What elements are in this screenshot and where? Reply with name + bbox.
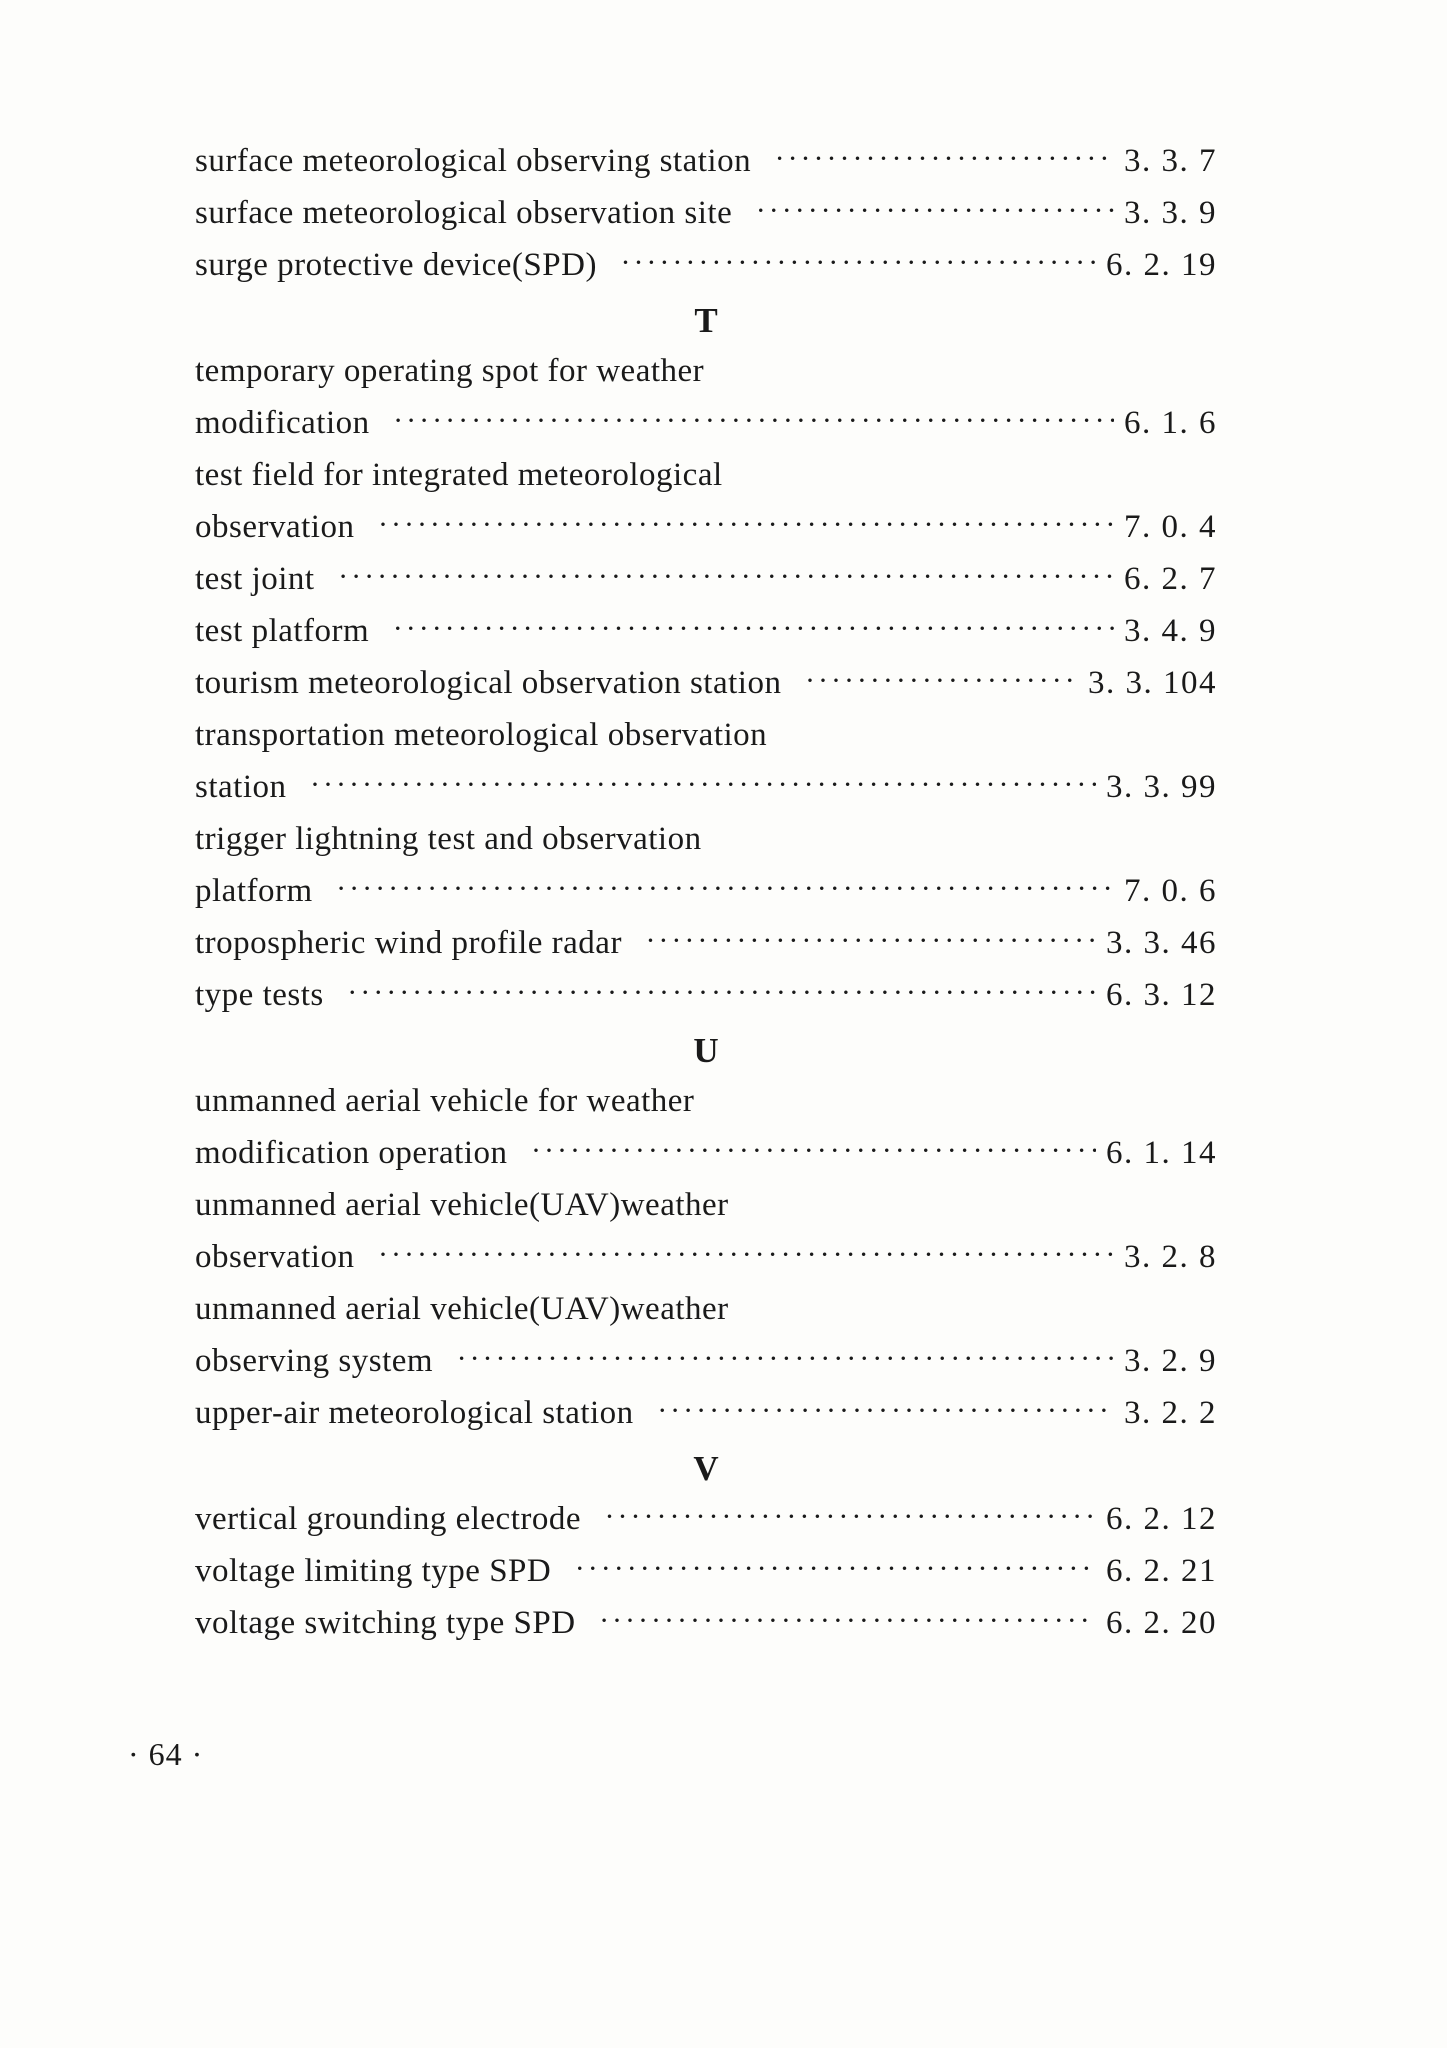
leader-dots: ········································… [639,926,1096,956]
index-ref: 3. 2. 2 [1114,1397,1217,1430]
index-entry: voltage switching type SPD ·············… [195,1607,1217,1640]
index-ref: 3. 2. 8 [1114,1241,1217,1274]
leader-dots: ········································… [614,248,1096,278]
index-entry: surge protective device(SPD) ···········… [195,249,1217,282]
index-term: type tests [195,979,341,1012]
page: surface meteorological observing station… [0,0,1447,2048]
index-term: surge protective device(SPD) [195,249,614,282]
index-term: surface meteorological observation site [195,197,750,230]
index-entry-line1: temporary operating spot for weather [195,355,1217,388]
index-term-cont: observing system [195,1345,451,1378]
index-entry-line1: unmanned aerial vehicle(UAV)weather [195,1293,1217,1326]
index-ref: 7. 0. 4 [1114,511,1217,544]
index-term: surface meteorological observing station [195,145,769,178]
index-entry-line2: observation ····························… [195,511,1217,544]
index-ref: 7. 0. 6 [1114,875,1217,908]
index-ref: 3. 3. 46 [1096,927,1217,960]
index-term: tropospheric wind profile radar [195,927,639,960]
index-term: unmanned aerial vehicle(UAV)weather [195,1187,729,1223]
index-entry-line2: observation ····························… [195,1241,1217,1274]
index-ref: 6. 2. 20 [1096,1607,1217,1640]
page-number: · 64 · [128,1736,203,1773]
leader-dots: ········································… [372,1240,1114,1270]
index-term: upper-air meteorological station [195,1397,651,1430]
index-term: test platform [195,615,387,648]
index-entry: test joint ·····························… [195,563,1217,596]
leader-dots: ········································… [599,1502,1097,1532]
index-ref: 3. 3. 104 [1078,667,1217,700]
index-ref: 6. 1. 14 [1096,1137,1217,1170]
index-ref: 3. 3. 7 [1114,145,1217,178]
section-letter: U [195,1031,1217,1071]
index-term-cont: modification [195,407,387,440]
index-ref: 3. 2. 9 [1114,1345,1217,1378]
leader-dots: ········································… [651,1396,1114,1426]
index-ref: 3. 3. 99 [1096,771,1217,804]
index-entry-line1: unmanned aerial vehicle(UAV)weather [195,1189,1217,1222]
leader-dots: ········································… [341,978,1096,1008]
leader-dots: ········································… [304,770,1096,800]
index-ref: 3. 3. 9 [1114,197,1217,230]
index-entry: upper-air meteorological station ·······… [195,1397,1217,1430]
leader-dots: ········································… [387,614,1115,644]
index-term-cont: station [195,771,304,804]
index-entry: voltage limiting type SPD ··············… [195,1555,1217,1588]
index-ref: 3. 4. 9 [1114,615,1217,648]
index-entry-line2: modification ···························… [195,407,1217,440]
leader-dots: ········································… [750,196,1115,226]
index-ref: 6. 1. 6 [1114,407,1217,440]
leader-dots: ········································… [451,1344,1115,1374]
index-entry-line1: unmanned aerial vehicle for weather [195,1085,1217,1118]
index-entry-line2: station ································… [195,771,1217,804]
leader-dots: ········································… [769,144,1115,174]
index-ref: 6. 2. 7 [1114,563,1217,596]
index-ref: 6. 3. 12 [1096,979,1217,1012]
index-term: vertical grounding electrode [195,1503,599,1536]
index-term-cont: platform [195,875,330,908]
leader-dots: ········································… [525,1136,1096,1166]
leader-dots: ········································… [799,666,1078,696]
index-entry-line2: platform ·······························… [195,875,1217,908]
section-letter: V [195,1449,1217,1489]
index-term-cont: observation [195,511,372,544]
section-letter: T [195,301,1217,341]
index-content: surface meteorological observing station… [195,145,1217,1659]
index-term: test field for integrated meteorological [195,457,723,493]
index-entry-line2: observing system ·······················… [195,1345,1217,1378]
index-entry: tropospheric wind profile radar ········… [195,927,1217,960]
leader-dots: ········································… [569,1554,1097,1584]
leader-dots: ········································… [372,510,1114,540]
index-entry: type tests ·····························… [195,979,1217,1012]
leader-dots: ········································… [330,874,1114,904]
index-term-cont: modification operation [195,1137,525,1170]
index-entry: tourism meteorological observation stati… [195,667,1217,700]
index-term: temporary operating spot for weather [195,353,704,389]
index-term: voltage switching type SPD [195,1607,593,1640]
leader-dots: ········································… [387,406,1114,436]
index-entry-line1: trigger lightning test and observation [195,823,1217,856]
index-entry: surface meteorological observing station… [195,145,1217,178]
index-entry: vertical grounding electrode ···········… [195,1503,1217,1536]
index-ref: 6. 2. 19 [1096,249,1217,282]
index-term: voltage limiting type SPD [195,1555,569,1588]
index-entry-line2: modification operation ·················… [195,1137,1217,1170]
index-term: unmanned aerial vehicle(UAV)weather [195,1291,729,1327]
index-term: tourism meteorological observation stati… [195,667,799,700]
index-term: test joint [195,563,332,596]
index-entry: test platform ··························… [195,615,1217,648]
index-ref: 6. 2. 21 [1096,1555,1217,1588]
index-entry: surface meteorological observation site … [195,197,1217,230]
index-term: transportation meteorological observatio… [195,717,767,753]
index-term: unmanned aerial vehicle for weather [195,1083,694,1119]
leader-dots: ········································… [593,1606,1096,1636]
index-entry-line1: transportation meteorological observatio… [195,719,1217,752]
index-entry-line1: test field for integrated meteorological [195,459,1217,492]
leader-dots: ········································… [332,562,1114,592]
index-term-cont: observation [195,1241,372,1274]
index-ref: 6. 2. 12 [1096,1503,1217,1536]
index-term: trigger lightning test and observation [195,821,702,857]
